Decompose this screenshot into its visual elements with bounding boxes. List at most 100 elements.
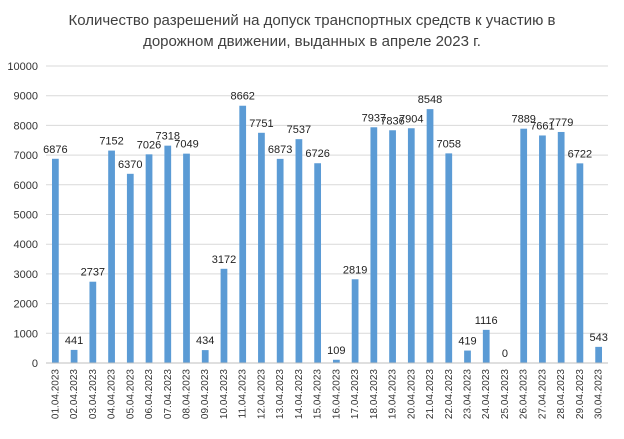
chart-title-line-1: Количество разрешений на допуск транспор… <box>68 12 555 29</box>
bar <box>183 153 190 363</box>
bar <box>595 346 603 363</box>
bar <box>445 153 453 363</box>
chart-title-line-2: дорожном движении, выданных в апреле 202… <box>143 33 481 50</box>
y-tick-label: 5000 <box>14 210 38 222</box>
data-label: 7937 <box>362 112 386 124</box>
x-tick-label: 15.04.2023 <box>313 369 324 419</box>
bar <box>276 158 284 363</box>
y-tick-label: 10000 <box>7 61 38 73</box>
data-label: 0 <box>502 348 508 360</box>
bar <box>51 158 59 363</box>
x-tick-label: 21.04.2023 <box>425 369 436 419</box>
data-label: 6726 <box>305 148 329 160</box>
y-tick-label: 4000 <box>14 239 38 251</box>
x-tick-label: 16.04.2023 <box>331 369 342 419</box>
y-tick-label: 0 <box>32 358 38 370</box>
y-tick-label: 1000 <box>14 328 38 340</box>
bar <box>370 127 378 363</box>
data-label: 6370 <box>118 159 142 171</box>
bar <box>464 350 471 363</box>
data-label: 6722 <box>568 148 592 160</box>
bar <box>576 163 584 363</box>
y-tick-label: 2000 <box>14 299 38 311</box>
data-label: 7058 <box>437 138 461 150</box>
data-label: 109 <box>327 345 345 357</box>
x-tick-label: 05.04.2023 <box>125 369 136 419</box>
x-tick-label: 25.04.2023 <box>500 369 511 419</box>
y-tick-label: 7000 <box>14 150 38 162</box>
bar <box>314 163 322 363</box>
bar <box>201 350 209 363</box>
data-label: 7026 <box>137 139 161 151</box>
x-tick-label: 30.04.2023 <box>594 369 605 419</box>
data-label: 8662 <box>230 91 254 103</box>
x-tick-label: 20.04.2023 <box>406 369 417 419</box>
x-tick-label: 03.04.2023 <box>88 369 99 419</box>
data-label: 543 <box>589 332 607 344</box>
bar <box>126 173 134 363</box>
bar <box>539 135 546 363</box>
data-label: 7318 <box>156 131 180 143</box>
bar <box>220 268 228 363</box>
x-tick-label: 09.04.2023 <box>200 369 211 419</box>
x-tick-label: 24.04.2023 <box>481 369 492 419</box>
data-label: 441 <box>65 335 83 347</box>
bar <box>145 154 153 363</box>
y-tick-label: 9000 <box>14 91 38 103</box>
bar <box>407 128 415 363</box>
x-axis-tick-labels: 01.04.2023 02.04.2023 03.04.2023 04.04.2023… <box>50 369 604 419</box>
data-label: 2737 <box>81 267 105 279</box>
x-tick-label: 07.04.2023 <box>163 369 174 419</box>
chart-title: Количество разрешений на допуск транспор… <box>68 12 555 50</box>
bar <box>295 139 303 363</box>
x-tick-label: 01.04.2023 <box>50 369 61 419</box>
data-label: 2819 <box>343 264 367 276</box>
data-label: 3172 <box>212 254 236 266</box>
data-label: 7904 <box>399 113 423 125</box>
x-tick-label: 06.04.2023 <box>144 369 155 419</box>
x-tick-label: 02.04.2023 <box>69 369 80 419</box>
bar <box>520 128 528 363</box>
x-tick-label: 27.04.2023 <box>537 369 548 419</box>
bar <box>108 150 115 363</box>
bar <box>239 105 247 364</box>
x-tick-label: 19.04.2023 <box>388 369 399 419</box>
data-label: 6876 <box>43 144 67 156</box>
data-label: 7779 <box>549 117 573 129</box>
data-label: 419 <box>458 336 476 348</box>
gridlines <box>46 65 608 334</box>
data-label: 7537 <box>287 124 311 136</box>
data-label: 1116 <box>475 315 498 327</box>
y-tick-label: 6000 <box>14 180 38 192</box>
x-tick-label: 11.04.2023 <box>238 369 249 419</box>
bar <box>557 131 565 363</box>
bar <box>482 329 490 363</box>
y-axis-tick-labels: 0 1000 2000 3000 4000 5000 6000 7000 8000 9000 100… <box>7 61 38 370</box>
x-tick-label: 23.04.2023 <box>463 369 474 419</box>
data-label: 7152 <box>99 136 123 148</box>
x-tick-label: 28.04.2023 <box>556 369 567 419</box>
x-tick-label: 14.04.2023 <box>294 369 305 419</box>
x-tick-label: 13.04.2023 <box>275 369 286 419</box>
bar <box>426 109 434 364</box>
data-label: 434 <box>196 335 214 347</box>
bars <box>51 105 603 364</box>
data-label: 7836 <box>380 115 404 127</box>
bar <box>258 132 265 363</box>
bar <box>351 279 359 363</box>
data-label: 8548 <box>418 94 442 106</box>
y-tick-label: 3000 <box>14 269 38 281</box>
x-tick-label: 26.04.2023 <box>519 369 530 419</box>
bar <box>389 130 396 363</box>
data-label: 7751 <box>249 118 273 130</box>
data-label: 7889 <box>511 114 535 126</box>
x-tick-label: 18.04.2023 <box>369 369 380 419</box>
data-label: 7661 <box>530 120 554 132</box>
bar <box>332 359 340 363</box>
x-tick-label: 29.04.2023 <box>575 369 586 419</box>
y-tick-label: 8000 <box>14 120 38 132</box>
x-tick-label: 17.04.2023 <box>350 369 361 419</box>
